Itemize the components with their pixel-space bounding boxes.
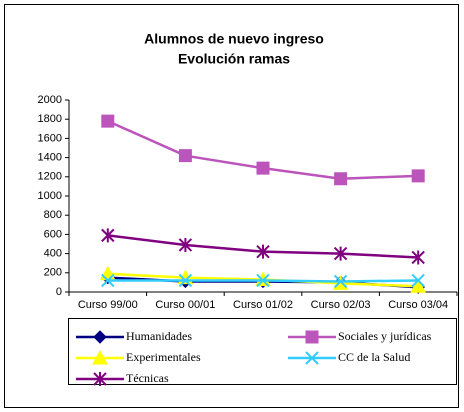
y-tick-label: 400 — [44, 248, 62, 260]
marker — [333, 274, 348, 289]
x-tick-label: Curso 03/04 — [388, 299, 448, 311]
marker — [411, 250, 425, 265]
marker — [411, 169, 425, 183]
marker — [93, 330, 107, 344]
marker — [411, 273, 425, 288]
marker — [101, 273, 115, 288]
marker — [305, 351, 319, 365]
marker — [178, 237, 193, 252]
legend-box — [68, 318, 457, 385]
y-tick-label: 2000 — [38, 94, 62, 106]
marker — [178, 149, 192, 163]
marker — [410, 278, 427, 293]
y-tick-label: 600 — [44, 228, 62, 240]
marker — [178, 273, 193, 288]
y-tick-label: 1600 — [38, 132, 62, 144]
marker — [93, 372, 107, 386]
marker — [256, 244, 270, 259]
y-tick-label: 800 — [44, 209, 62, 221]
marker — [256, 161, 270, 175]
legend-label: Técnicas — [126, 371, 169, 385]
marker — [256, 273, 270, 288]
marker — [333, 246, 348, 261]
marker — [255, 271, 271, 287]
y-tick-label: 1000 — [38, 190, 62, 202]
y-tick-label: 1800 — [38, 113, 62, 125]
y-tick-label: 0 — [56, 286, 62, 298]
legend-label: Sociales y jurídicas — [338, 329, 432, 343]
x-tick-label: Curso 99/00 — [78, 299, 138, 311]
marker — [101, 114, 115, 128]
marker — [334, 172, 348, 186]
chart-title: Alumnos de nuevo ingreso — [144, 31, 324, 47]
marker — [305, 330, 319, 344]
y-tick-label: 1200 — [38, 171, 62, 183]
y-tick-label: 200 — [44, 267, 62, 279]
x-tick-label: Curso 01/02 — [233, 299, 293, 311]
legend-label: Experimentales — [126, 350, 201, 364]
legend-label: Humanidades — [126, 329, 192, 343]
marker — [92, 349, 108, 365]
x-tick-label: Curso 00/01 — [155, 299, 215, 311]
chart-subtitle: Evolución ramas — [178, 51, 290, 67]
legend-label: CC de la Salud — [338, 350, 410, 364]
marker — [101, 228, 115, 243]
x-tick-label: Curso 02/03 — [311, 299, 371, 311]
y-tick-label: 1400 — [38, 152, 62, 164]
